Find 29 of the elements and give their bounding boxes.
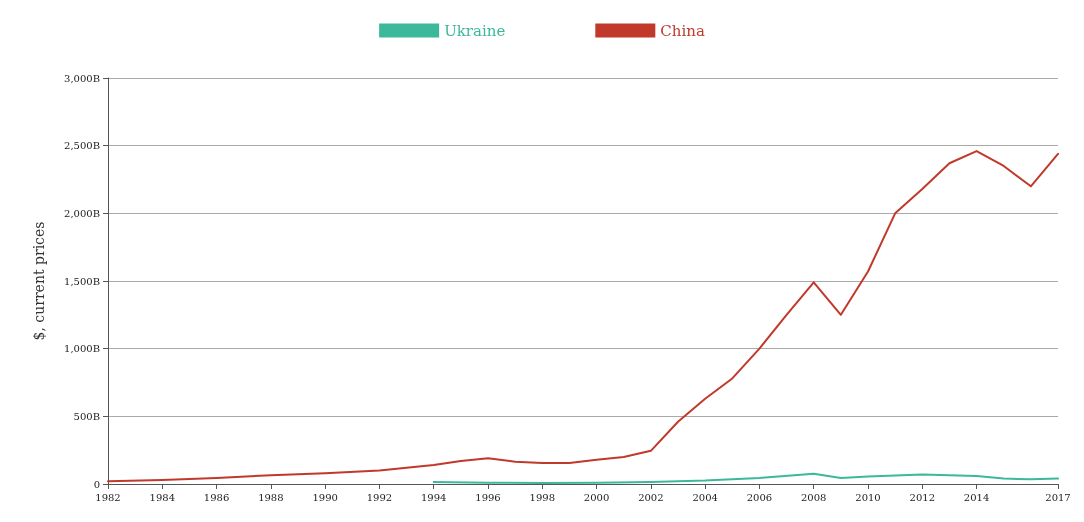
x-tick-label: 1984 <box>149 491 176 503</box>
x-tick-label: 2010 <box>855 491 881 503</box>
y-tick-label: 500B <box>73 410 100 422</box>
legend-label: Ukraine <box>444 21 506 40</box>
x-tick-label: 1998 <box>529 491 556 503</box>
x-tick-label: 2014 <box>963 491 990 503</box>
y-axis-title: $, current prices <box>31 221 47 341</box>
x-tick-label: 2000 <box>583 491 610 503</box>
x-tick-label: 1986 <box>203 491 230 503</box>
x-tick-label: 2017 <box>1045 491 1071 503</box>
y-tick-label: 2,500B <box>64 140 100 152</box>
x-tick-label: 1996 <box>475 491 501 503</box>
x-tick-label: 1994 <box>420 491 447 503</box>
x-tick-label: 2012 <box>909 491 936 503</box>
y-tick-label: 0 <box>93 478 100 490</box>
x-tick-label: 2008 <box>800 491 827 503</box>
y-tick-label: 1,500B <box>64 275 100 287</box>
y-tick-label: 2,000B <box>64 207 100 219</box>
line-series <box>432 472 1059 484</box>
y-tick-label: 1,000B <box>64 343 100 355</box>
x-tick-label: 1990 <box>312 491 338 503</box>
x-tick-label: 1982 <box>95 491 121 503</box>
x-tick-label: 2002 <box>638 491 664 503</box>
x-tick-label: 1988 <box>258 491 284 503</box>
x-tick-label: 2004 <box>692 491 718 503</box>
legend-label: China <box>660 21 705 40</box>
x-tick-label: 2006 <box>746 491 773 503</box>
y-tick-label: 3,000B <box>64 72 100 84</box>
x-tick-label: 1992 <box>366 491 393 503</box>
